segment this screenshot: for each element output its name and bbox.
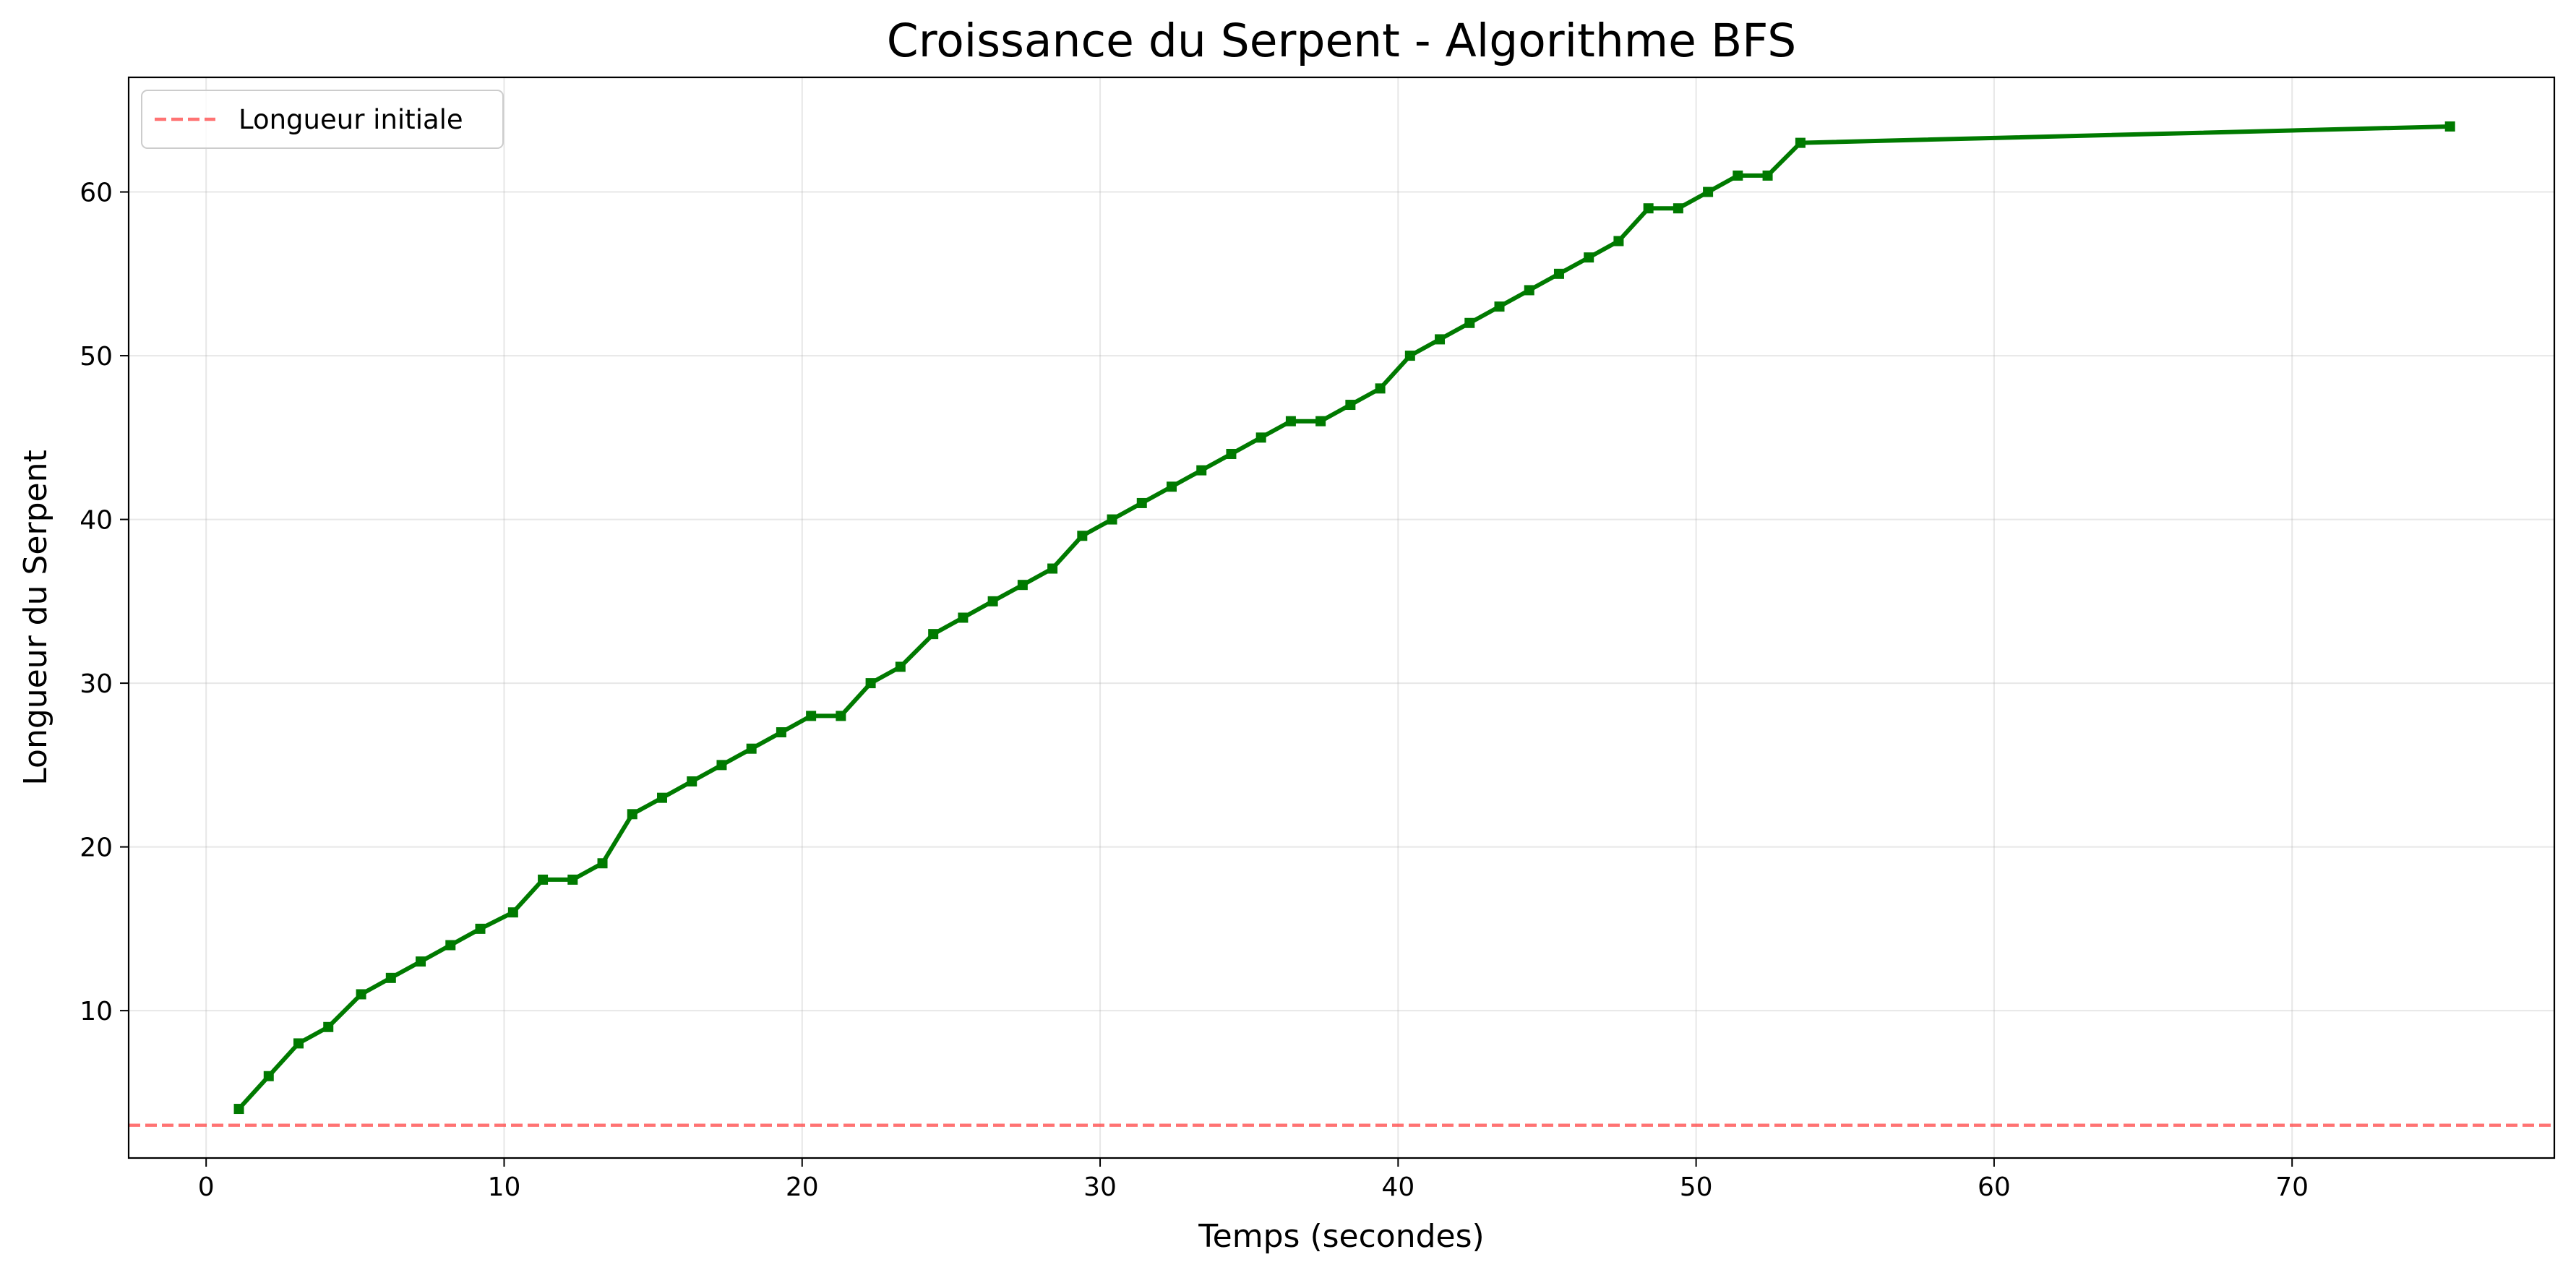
x-tick-label: 0 — [198, 1172, 215, 1202]
data-point — [385, 972, 396, 983]
data-point — [1733, 170, 1743, 181]
data-point — [1375, 383, 1386, 394]
y-axis-label: Longueur du Serpent — [17, 450, 54, 785]
data-point — [538, 874, 549, 885]
legend: Longueur initiale — [141, 90, 504, 149]
data-point — [1553, 268, 1564, 279]
data-point — [656, 792, 667, 803]
data-point — [1673, 203, 1683, 214]
data-point — [895, 661, 906, 672]
data-point — [1435, 334, 1446, 345]
x-tick-label: 40 — [1381, 1172, 1414, 1202]
plot-frame — [127, 76, 2556, 1159]
data-point — [1315, 416, 1326, 426]
data-point — [2444, 121, 2455, 132]
y-tick-label: 20 — [80, 833, 113, 863]
data-point — [1584, 252, 1594, 263]
data-point — [836, 711, 846, 721]
data-point — [627, 809, 637, 820]
data-point — [1285, 416, 1296, 426]
data-point — [1524, 285, 1534, 296]
data-point — [1613, 236, 1624, 246]
data-point — [928, 629, 939, 640]
data-point — [263, 1071, 274, 1081]
data-point — [1107, 514, 1117, 525]
legend-label-initial-length: Longueur initiale — [239, 104, 463, 135]
data-point — [1255, 432, 1266, 443]
data-point — [356, 989, 366, 1000]
data-point — [1136, 497, 1147, 508]
data-point — [1226, 448, 1237, 459]
data-point — [1345, 400, 1356, 411]
y-tick-label: 60 — [80, 179, 113, 208]
data-point — [806, 711, 817, 721]
data-point — [865, 678, 876, 689]
y-tick-label: 40 — [80, 506, 113, 536]
data-point — [293, 1038, 304, 1049]
chart-title: Croissance du Serpent - Algorithme BFS — [887, 14, 1797, 67]
data-point — [1404, 351, 1415, 361]
data-point — [1494, 301, 1505, 312]
x-tick-label: 50 — [1680, 1172, 1713, 1202]
data-point — [1017, 580, 1028, 591]
data-point — [507, 907, 518, 918]
series-layer — [233, 121, 2455, 1115]
data-point — [1077, 531, 1088, 541]
data-point — [716, 760, 727, 771]
data-point — [567, 874, 578, 885]
grid — [129, 77, 2554, 1158]
x-tick-label: 10 — [488, 1172, 521, 1202]
data-point — [958, 612, 969, 623]
data-point — [687, 776, 697, 787]
data-point — [323, 1021, 334, 1032]
x-tick-label: 70 — [2275, 1172, 2309, 1202]
y-tick-label: 10 — [80, 997, 113, 1026]
data-point — [233, 1104, 244, 1115]
data-point — [746, 743, 757, 754]
data-point — [987, 596, 998, 606]
data-point — [1464, 317, 1475, 328]
x-axis-label: Temps (secondes) — [1198, 1218, 1484, 1255]
data-point — [1762, 170, 1773, 181]
data-point — [776, 727, 786, 738]
data-point — [1795, 137, 1806, 148]
y-tick-label: 50 — [80, 342, 113, 372]
data-point — [416, 956, 426, 967]
data-point — [445, 940, 456, 951]
x-tick-label: 30 — [1083, 1172, 1117, 1202]
data-point — [1166, 481, 1177, 492]
data-point — [1196, 465, 1207, 476]
tick-layer: 0 10 20 30 40 50 60 70 10 20 30 40 50 60 — [80, 179, 2309, 1202]
data-point — [1703, 186, 1714, 197]
legend-box — [141, 90, 504, 149]
data-point — [1047, 563, 1058, 574]
y-tick-label: 30 — [80, 669, 113, 699]
data-point — [475, 923, 486, 934]
data-point — [597, 858, 608, 869]
x-tick-label: 20 — [786, 1172, 819, 1202]
x-tick-label: 60 — [1978, 1172, 2011, 1202]
data-point — [1643, 203, 1654, 214]
